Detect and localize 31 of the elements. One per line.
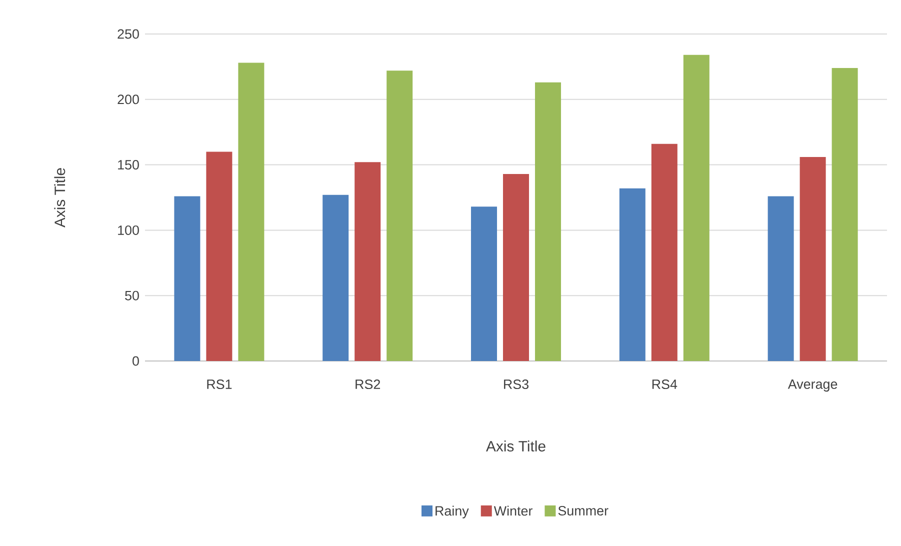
x-tick-label: RS4 <box>652 380 678 390</box>
bar <box>651 144 678 361</box>
legend-label: Rainy <box>436 506 469 518</box>
x-tick-label: RS3 <box>504 380 528 390</box>
legend-label: Summer <box>558 506 608 516</box>
x-tick-label: RS1 <box>207 380 232 390</box>
bar <box>535 82 562 361</box>
y-axis-title: Axis Title <box>54 168 66 228</box>
x-tick-label: Average <box>788 380 838 392</box>
y-tick-label: 150 <box>118 160 139 170</box>
bar <box>800 156 826 361</box>
y-tick-label: 200 <box>118 94 139 104</box>
y-tick-label: 250 <box>118 29 139 39</box>
x-axis-title: Axis Title <box>486 440 546 452</box>
bar <box>238 62 264 361</box>
bar <box>503 174 530 361</box>
y-tick-label: 100 <box>118 225 139 235</box>
bar <box>174 196 200 361</box>
legend-label: Winter <box>494 506 532 516</box>
bar <box>322 194 349 361</box>
bar <box>832 68 858 361</box>
bar <box>619 188 646 361</box>
bar <box>768 196 794 361</box>
bar <box>354 162 381 361</box>
bar <box>471 206 498 361</box>
x-tick-label: RS2 <box>356 380 380 390</box>
y-tick-label: 50 <box>125 290 139 300</box>
bar <box>386 70 413 361</box>
bar <box>683 54 710 361</box>
bar <box>206 152 232 361</box>
y-tick-label: 0 <box>132 356 139 366</box>
